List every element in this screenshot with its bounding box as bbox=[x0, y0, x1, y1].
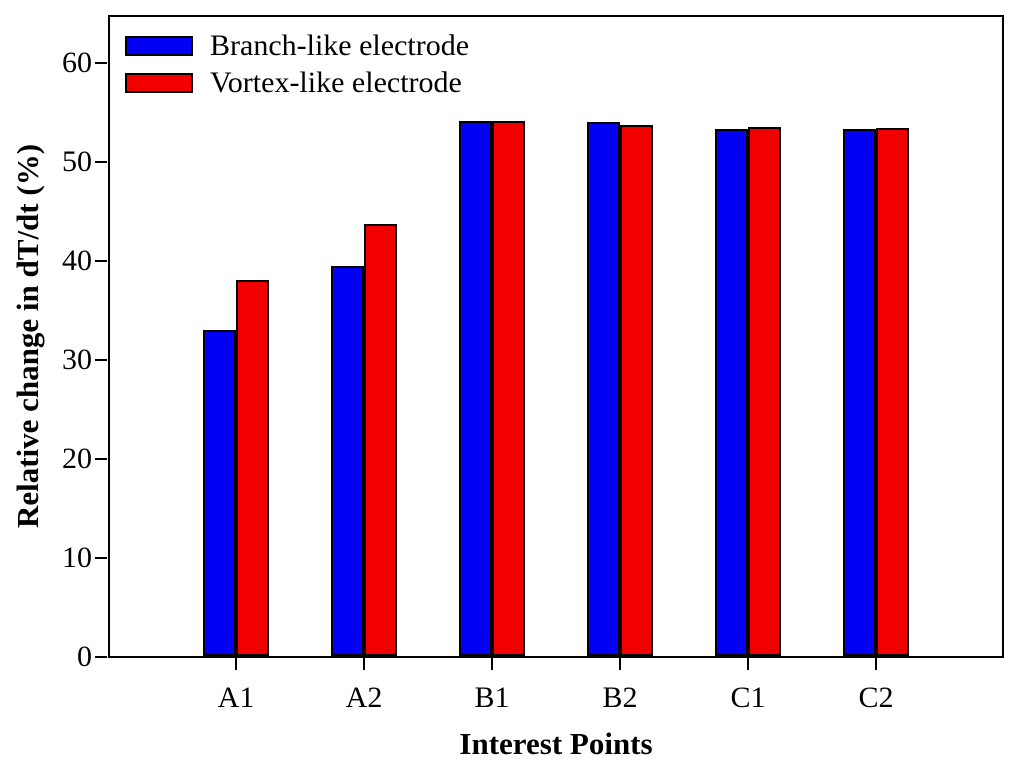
bar-b2-vortex bbox=[620, 125, 653, 656]
y-axis-title: Relative change in dT/dt (%) bbox=[10, 143, 45, 529]
x-axis-tick bbox=[875, 657, 877, 670]
bar-a1-vortex bbox=[236, 280, 269, 656]
y-axis-tick-label: 10 bbox=[62, 541, 92, 575]
bar-c2-vortex bbox=[876, 128, 909, 656]
y-axis-tick bbox=[95, 359, 107, 362]
x-axis-title: Interest Points bbox=[459, 726, 653, 761]
x-axis-tick-label: C1 bbox=[730, 681, 766, 714]
legend-swatch-vortex bbox=[125, 72, 193, 93]
y-axis-tick-label: 50 bbox=[62, 145, 92, 179]
x-axis-tick bbox=[747, 657, 749, 670]
y-axis-tick-label: 0 bbox=[77, 640, 92, 673]
y-axis-tick bbox=[95, 260, 107, 263]
legend: Branch-like electrode Vortex-like electr… bbox=[125, 27, 469, 101]
legend-item: Vortex-like electrode bbox=[125, 64, 469, 101]
y-axis-tick bbox=[95, 557, 107, 560]
bar-b2-branch bbox=[587, 122, 620, 656]
plot-area bbox=[108, 15, 1004, 658]
legend-label-vortex: Vortex-like electrode bbox=[210, 65, 462, 99]
x-axis-tick bbox=[619, 657, 621, 670]
bar-b1-vortex bbox=[492, 121, 525, 656]
x-axis-tick bbox=[235, 657, 237, 670]
legend-item: Branch-like electrode bbox=[125, 27, 469, 64]
bar-c2-branch bbox=[843, 129, 876, 656]
y-axis-tick-label: 40 bbox=[62, 244, 92, 278]
y-axis-tick-label: 60 bbox=[62, 46, 92, 80]
bar-c1-branch bbox=[715, 129, 748, 656]
legend-label-branch: Branch-like electrode bbox=[210, 28, 470, 62]
x-axis-tick-label: B2 bbox=[602, 681, 638, 714]
y-axis-tick bbox=[95, 62, 107, 65]
x-axis-tick-label: C2 bbox=[858, 681, 894, 714]
x-axis-tick bbox=[491, 657, 493, 670]
y-axis-tick bbox=[95, 161, 107, 164]
x-axis-tick-label: A1 bbox=[217, 681, 255, 714]
y-axis-tick bbox=[95, 656, 107, 658]
x-axis-tick bbox=[363, 657, 365, 670]
bar-c1-vortex bbox=[748, 127, 781, 656]
bar-a1-branch bbox=[203, 330, 236, 656]
y-axis-tick-label: 20 bbox=[62, 442, 92, 476]
bar-a2-vortex bbox=[364, 224, 397, 656]
y-axis-tick bbox=[95, 458, 107, 461]
x-axis-tick-label: B1 bbox=[474, 681, 510, 714]
bar-b1-branch bbox=[459, 121, 492, 656]
y-axis-tick-label: 30 bbox=[62, 343, 92, 377]
legend-swatch-branch bbox=[125, 35, 193, 56]
x-axis-tick-label: A2 bbox=[345, 681, 383, 714]
bar-a2-branch bbox=[331, 266, 364, 656]
